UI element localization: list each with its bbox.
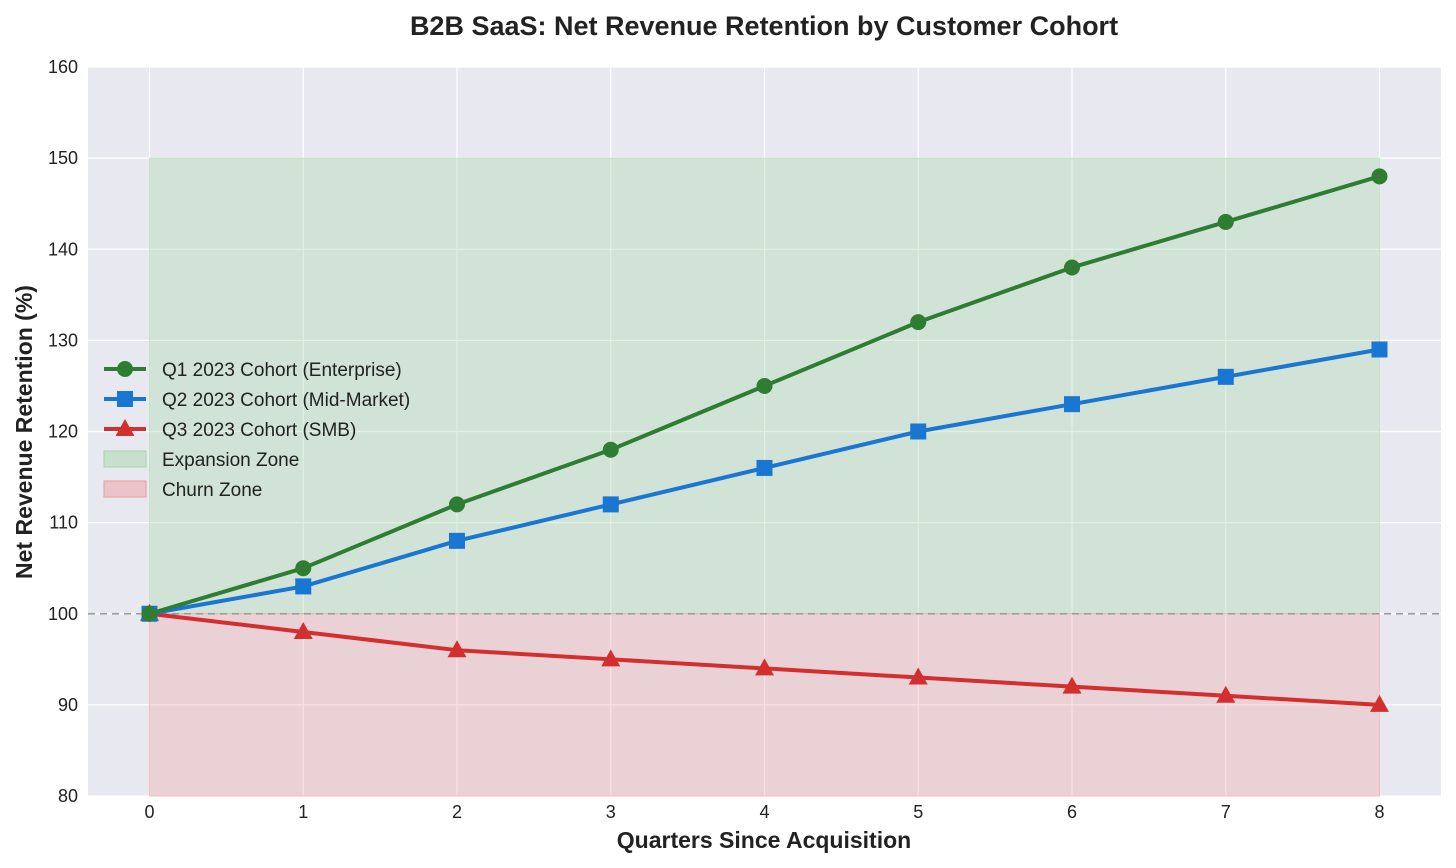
legend: Q1 2023 Cohort (Enterprise) Q2 2023 Cohor… — [103, 360, 410, 501]
series-2-point — [756, 459, 773, 476]
legend-label: Q1 2023 Cohort (Enterprise) — [162, 360, 402, 381]
series-2-point — [1064, 396, 1080, 413]
series-3-point — [1370, 694, 1389, 712]
series-1-point — [1371, 168, 1388, 185]
series-2-point — [602, 496, 619, 513]
series-1-point — [602, 441, 619, 458]
legend-label: Q3 2023 Cohort (SMB) — [162, 420, 356, 441]
legend-label: Churn Zone — [162, 480, 262, 501]
legend-label: Q2 2023 Cohort (Mid-Market) — [162, 390, 410, 411]
series-3-point — [1062, 676, 1082, 694]
x-tick-label: 3 — [606, 802, 616, 822]
y-axis-ticks: 80 90 100 110 120 130 140 150 160 — [48, 57, 78, 806]
x-tick-label: 5 — [913, 802, 923, 822]
series-3-point — [601, 649, 621, 667]
series-2-point — [1371, 341, 1388, 358]
churn-zone — [149, 613, 1380, 797]
series-1-point — [756, 377, 773, 394]
y-tick-label: 160 — [48, 57, 78, 77]
x-tick-label: 8 — [1374, 802, 1384, 822]
series-1-point — [295, 560, 312, 577]
legend-item-q2-2023-cohort-mid-market: Q2 2023 Cohort (Mid-Market) — [104, 390, 410, 411]
series-3-point — [908, 667, 928, 685]
y-tick-label: 90 — [58, 695, 78, 715]
y-tick-label: 100 — [48, 604, 78, 624]
legend-swatch — [103, 450, 147, 468]
x-tick-label: 0 — [144, 802, 154, 822]
y-tick-label: 140 — [48, 239, 78, 259]
series-3-point — [293, 621, 313, 639]
series-3-point — [1216, 685, 1236, 703]
chart-title: B2B SaaS: Net Revenue Retention by Custo… — [410, 11, 1118, 41]
legend-item-churn-zone: Churn Zone — [103, 480, 262, 501]
y-tick-label: 150 — [48, 148, 78, 168]
series-2-point — [910, 423, 927, 440]
y-tick-label: 80 — [58, 786, 78, 806]
series-2-point — [449, 532, 465, 549]
legend-marker — [117, 361, 133, 377]
legend-marker — [115, 419, 135, 436]
legend-item-q1-2023-cohort-enterprise: Q1 2023 Cohort (Enterprise) — [104, 360, 402, 381]
legend-item-q3-2023-cohort-smb: Q3 2023 Cohort (SMB) — [104, 419, 356, 441]
series-1-point — [141, 605, 158, 622]
legend-swatch — [103, 480, 147, 498]
y-axis-label: Net Revenue Retention (%) — [11, 285, 37, 579]
y-tick-label: 120 — [48, 422, 78, 442]
series-3-point — [447, 640, 467, 658]
series-2-point — [295, 578, 312, 595]
series-1-point — [1064, 259, 1080, 276]
x-tick-label: 4 — [759, 802, 769, 822]
x-tick-label: 6 — [1067, 802, 1077, 822]
series-group — [140, 168, 1389, 712]
series-2-point — [1217, 368, 1234, 385]
x-tick-label: 7 — [1221, 802, 1231, 822]
x-axis-label: Quarters Since Acquisition — [617, 827, 911, 853]
legend-label: Expansion Zone — [162, 450, 299, 471]
zones — [149, 157, 1380, 797]
y-tick-label: 130 — [48, 330, 78, 350]
series-1 — [141, 168, 1388, 622]
legend-item-expansion-zone: Expansion Zone — [103, 450, 299, 471]
x-axis-ticks: 0 1 2 3 4 5 6 7 8 — [144, 802, 1384, 822]
series-1-point — [1217, 213, 1234, 230]
series-3-point — [755, 658, 774, 676]
y-tick-label: 110 — [49, 513, 78, 533]
x-tick-label: 2 — [452, 802, 462, 822]
series-1-point — [449, 496, 465, 513]
x-tick-label: 1 — [298, 802, 308, 822]
series-1-point — [910, 314, 927, 331]
legend-marker — [117, 391, 133, 407]
